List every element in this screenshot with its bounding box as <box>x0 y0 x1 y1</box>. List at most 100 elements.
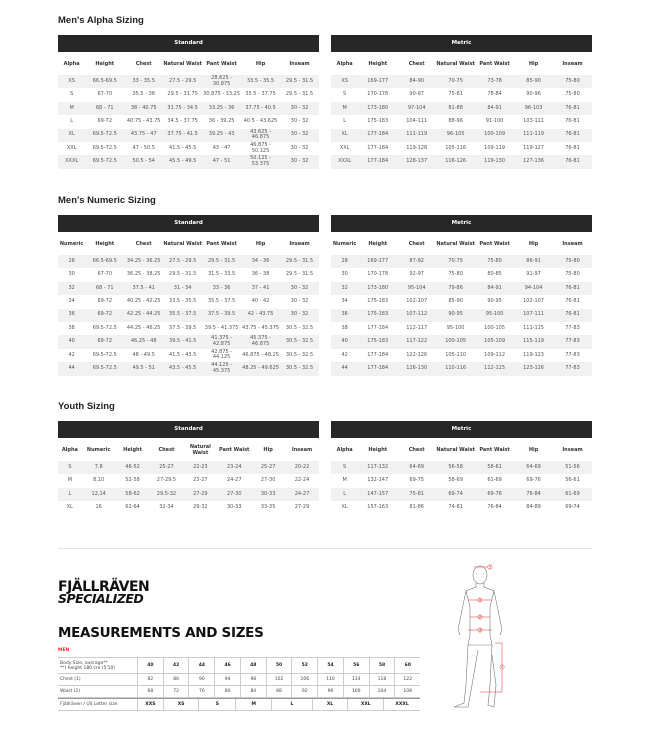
table-row: 40 175-183 117-122 100-105 105-109 115-119 77-… <box>331 335 592 349</box>
table-cell: 56-61 <box>565 477 580 484</box>
table-row: XS 169-177 84-90 70-75 73-78 85-90 75-80 <box>331 75 592 89</box>
column-header: Chest <box>408 241 425 248</box>
table-cell: 85-90 <box>526 77 541 84</box>
table-cell: 69.5-72.5 <box>92 351 117 358</box>
table-cell: 44.125 - 45.375 <box>211 362 233 374</box>
table-cell: 86-91 <box>526 257 541 264</box>
table-cell: 64-69 <box>526 463 541 470</box>
table-cell: 40.5 - 43.625 <box>243 117 278 124</box>
measurement-cell: 106 <box>291 674 317 685</box>
measurement-cell: 98 <box>239 674 266 685</box>
table-row: M 68 - 71 38 - 40.75 31.75 - 34.5 33.25 - 36… <box>58 101 319 116</box>
table-cell: 45.375 - 46.875 <box>250 335 271 348</box>
table-cell: 147-157 <box>367 490 389 497</box>
table-cell: 67-70 <box>97 271 112 278</box>
table-cell: 44 <box>341 364 348 371</box>
table-cell: 50.125 - 53.375 <box>250 155 271 168</box>
table-cell: 47 - 51 <box>212 158 231 165</box>
table-cell: 33 - 36 <box>212 284 231 291</box>
table-cell: 76-84 <box>487 503 502 510</box>
table-row: XXXL 69.5-72.5 50.5 - 54 45.5 - 49.5 47 - 51… <box>58 155 319 169</box>
table-cell: 77-83 <box>565 364 580 371</box>
table-cell: 169-177 <box>367 77 389 84</box>
table-cell: 30.5 - 32.5 <box>285 324 314 331</box>
table-cell: 45.5 - 49.5 <box>169 158 197 165</box>
fjallraven-specialized-logo: FJÄLLRÄVEN SPECIALIZED <box>58 580 150 606</box>
table-cell: 104-111 <box>406 117 428 124</box>
table-row: 44 69.5-72.5 49.5 - 51 43.5 - 45.5 44.125 - … <box>58 362 319 376</box>
table-cell: 110-116 <box>445 364 467 371</box>
column-header: Natural Waist <box>436 447 475 454</box>
measurement-cell: 104 <box>368 686 395 697</box>
table-cell: 85-90 <box>448 297 463 304</box>
measurement-cell: S <box>198 699 235 710</box>
table-cell: 88-96 <box>448 117 463 124</box>
table-cell: 127-136 <box>523 158 544 165</box>
table-cell: 38 <box>341 324 348 331</box>
table-cell: 20-22 <box>294 463 310 470</box>
table-cell: 39.25 - 43 <box>208 131 235 138</box>
table-cell: 95-100 <box>485 311 504 318</box>
table-cell: S <box>343 463 347 470</box>
measurement-row: Waist (2) 68 72 76 80 84 88 92 96 100 104 108 <box>58 686 420 698</box>
table-row: M 132-147 69-75 58-69 61-69 69-76 56-61 <box>331 474 592 487</box>
table-cell: 8,10 <box>93 477 105 484</box>
table-cell: 77-83 <box>565 351 580 358</box>
table-cell: 30 - 32 <box>290 297 309 304</box>
table-row: 42 69.5-72.5 48 - 49.5 41.5 - 43.5 42.875 - … <box>58 349 319 362</box>
logo-line-2: SPECIALIZED <box>58 591 144 606</box>
table-row: 34 69-72 40.25 - 42.25 33.5 - 35.5 35.5 - 37… <box>58 295 319 308</box>
table-cell: 175-183 <box>367 117 389 124</box>
table-cell: 119-130 <box>484 158 506 165</box>
table-cell: 30 <box>341 271 348 278</box>
column-header: Height <box>95 61 115 68</box>
table-cell: 12,14 <box>91 490 106 497</box>
table-cell: 35.5 - 37.5 <box>169 311 197 318</box>
table-cell: 41.5 - 45.5 <box>169 144 197 151</box>
measurement-cell: 46 <box>214 658 240 673</box>
table-row: 34 175-183 102-107 85-90 90-95 102-107 76-81 <box>331 295 592 308</box>
measurement-cell: 60 <box>394 658 420 673</box>
table-cell: 122-126 <box>406 351 428 358</box>
table-cell: 35.5 - 38 <box>132 91 155 98</box>
section-title: Men's Alpha Sizing <box>58 15 144 26</box>
marker-3: 3 <box>479 627 482 632</box>
table-cell: 41.375 - 42.875 <box>211 335 233 348</box>
measurement-row: Chest (1) 82 86 90 94 98 102 106 110 114 118 122 <box>58 674 420 686</box>
section-title: Youth Sizing <box>58 401 115 412</box>
table-cell: 80-85 <box>487 271 502 278</box>
table-cell: 37.5 - 41 <box>132 284 155 291</box>
table-cell: 43.5 - 45.5 <box>169 364 197 371</box>
table-cell: 170-178 <box>367 271 389 278</box>
table-cell: 90-97 <box>409 91 424 98</box>
table-row: M 173-180 97-104 81-88 84-91 96-103 76-81 <box>331 101 592 116</box>
table-cell: 76-81 <box>565 158 580 165</box>
table-cell: XXL <box>339 144 350 151</box>
column-headers: Numeric Height Chest Natural Waist Pant Wais… <box>58 235 319 255</box>
table-cell: 29.5 - 31.5 <box>285 257 314 264</box>
measurement-cell: 68 <box>137 686 163 697</box>
table-cell: 68 - 71 <box>95 104 114 111</box>
table-cell: 177-184 <box>367 144 389 151</box>
standard-table: Standard Alpha Height Chest Natural Waist Pan… <box>58 35 319 169</box>
table-cell: 16 <box>95 503 102 510</box>
table-cell: 177-184 <box>367 158 389 165</box>
table-cell: 66.5-69.5 <box>92 257 117 264</box>
table-cell: 43 - 47 <box>212 144 231 151</box>
table-cell: 33-35 <box>260 503 276 510</box>
table-cell: 48.25 - 49.625 <box>242 364 279 371</box>
section-title: Men's Numeric Sizing <box>58 195 156 206</box>
column-header: Height <box>123 447 142 454</box>
table-cell: 100-109 <box>484 131 506 138</box>
table-cell: 103-111 <box>523 117 544 124</box>
table-cell: 56-58 <box>448 463 463 470</box>
table-row: L 12,14 58-62 29.5-32 27-29 27-30 30-33 24-27 <box>58 487 319 502</box>
table-cell: 27-30 <box>260 477 276 484</box>
table-cell: 69.5-72.5 <box>92 144 117 151</box>
table-cell: 69-75 <box>409 477 424 484</box>
table-cell: 119-123 <box>523 351 544 358</box>
measurement-cell: XXS <box>137 699 163 710</box>
table-cell: 22-24 <box>294 477 310 484</box>
table-cell: 30 - 32 <box>290 158 309 165</box>
table-cell: 58-61 <box>487 463 502 470</box>
